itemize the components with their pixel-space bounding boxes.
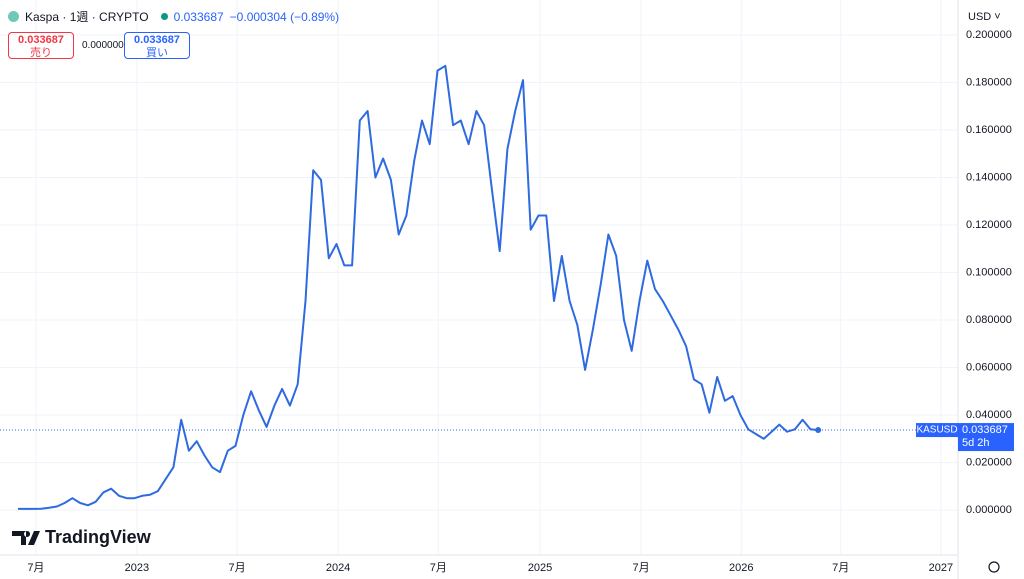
x-tick-label: 2023: [125, 562, 149, 574]
y-tick-label: 0.200000: [966, 29, 1012, 41]
y-tick-label: 0.180000: [966, 76, 1012, 88]
price-tag: [958, 423, 1014, 452]
symbol-tag: [916, 423, 958, 438]
buy-price: 0.033687: [134, 34, 180, 46]
logo-text: TradingView: [45, 527, 152, 547]
sell-button[interactable]: 0.033687 売り: [8, 32, 74, 59]
x-tick-label: 7月: [229, 562, 246, 574]
x-tick-label: 2027: [929, 562, 953, 574]
sell-label: 売り: [30, 47, 52, 59]
y-tick-label: 0.140000: [966, 171, 1012, 183]
price: 0.033687: [173, 9, 224, 24]
y-tick-label: 0.000000: [966, 504, 1012, 516]
y-tick-label: 0.040000: [966, 409, 1012, 421]
x-tick-label: 7月: [832, 562, 849, 574]
settings-icon: [988, 561, 1000, 573]
spread: 0.000000: [82, 40, 124, 51]
logo-icon: [12, 531, 40, 545]
symbol-title: Kaspa · 1週 · CRYPTO: [25, 10, 149, 24]
y-tick-label: 0.120000: [966, 219, 1012, 231]
y-tick-label: 0.100000: [966, 266, 1012, 278]
symbol-tag-text: KASUSD: [916, 425, 957, 436]
x-tick-label: 2026: [729, 562, 753, 574]
sell-price: 0.033687: [18, 34, 64, 46]
currency: USD: [968, 11, 992, 23]
y-tick-label: 0.160000: [966, 124, 1012, 136]
countdown-text: 5d 2h: [962, 437, 990, 449]
y-tick-label: 0.080000: [966, 314, 1012, 326]
coin-icon: [8, 11, 19, 22]
y-tick-label: 0.060000: [966, 361, 1012, 373]
legend: Kaspa · 1週 · CRYPTO 0.033687 −0.000304 (…: [8, 8, 339, 25]
last-point: [815, 427, 822, 434]
buy-button[interactable]: 0.033687 買い: [124, 32, 190, 59]
buy-label: 買い: [146, 47, 168, 59]
currency-select[interactable]: USD ˅: [968, 11, 1001, 23]
x-tick-label: 2025: [528, 562, 552, 574]
price-tag-text: 0.033687: [962, 424, 1008, 436]
x-tick-label: 2024: [326, 562, 350, 574]
change: −0.000304 (−0.89%): [229, 9, 340, 24]
y-tick-label: 0.020000: [966, 456, 1012, 468]
x-tick-label: 7月: [27, 562, 44, 574]
price-line: [18, 64, 819, 510]
x-tick-label: 7月: [632, 562, 649, 574]
status-dot: [160, 13, 168, 20]
x-tick-label: 7月: [430, 562, 447, 574]
